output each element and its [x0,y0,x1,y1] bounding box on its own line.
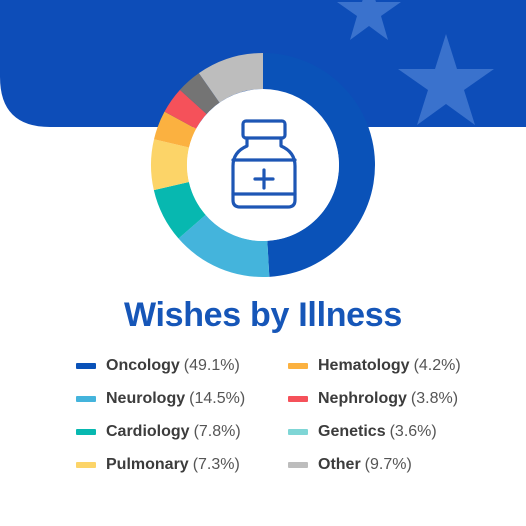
legend-item-hematology: Hematology (4.2%) [288,356,488,375]
legend-item-cardiology: Cardiology (7.8%) [76,422,288,441]
chart-title: Wishes by Illness [123,296,403,334]
legend-item-oncology: Oncology (49.1%) [76,356,288,375]
legend-value: (3.8%) [410,389,459,407]
donut-hole [187,89,339,241]
legend-label: Genetics [318,422,386,440]
legend-label: Other [318,455,361,473]
donut-slice-cardiology [153,182,206,239]
medicine-bottle-icon [231,119,297,209]
legend-swatch [76,395,96,402]
donut-slice-pulmonary [151,139,190,191]
legend-swatch [288,362,308,369]
legend-label: Cardiology [106,422,190,440]
legend-value: (14.5%) [189,389,246,407]
legend-item-pulmonary: Pulmonary (7.3%) [76,455,288,474]
legend-value: (7.3%) [192,455,240,473]
legend-item-neurology: Neurology (14.5%) [76,389,288,408]
donut-slice-genetics [179,73,220,115]
star-icon [398,34,494,125]
legend-swatch [76,362,96,369]
legend-value: (49.1%) [183,356,240,374]
legend-item-other: Other (9.7%) [288,455,488,474]
legend-value: (7.8%) [193,422,241,440]
chart-legend: Oncology (49.1%) Hematology (4.2%) Neuro… [76,356,496,474]
legend-swatch [76,428,96,435]
star-icon [337,0,401,40]
legend-item-nephrology: Nephrology (3.8%) [288,389,488,408]
donut-slice-neurology [178,214,270,277]
legend-label: Pulmonary [106,455,189,473]
donut-slice-oncology [263,53,376,277]
legend-label: Neurology [106,389,186,407]
donut-slice-hematology [154,111,197,148]
legend-label: Hematology [318,356,410,374]
legend-swatch [288,461,308,468]
legend-swatch [288,428,308,435]
legend-label: Oncology [106,356,180,374]
donut-slice-other [198,53,263,103]
legend-value: (3.6%) [389,422,437,440]
legend-label: Nephrology [318,389,407,407]
donut-slice-nephrology [164,89,207,129]
legend-item-genetics: Genetics (3.6%) [288,422,488,441]
legend-swatch [288,395,308,402]
legend-value: (4.2%) [413,356,461,374]
legend-swatch [76,461,96,468]
legend-value: (9.7%) [364,455,412,473]
